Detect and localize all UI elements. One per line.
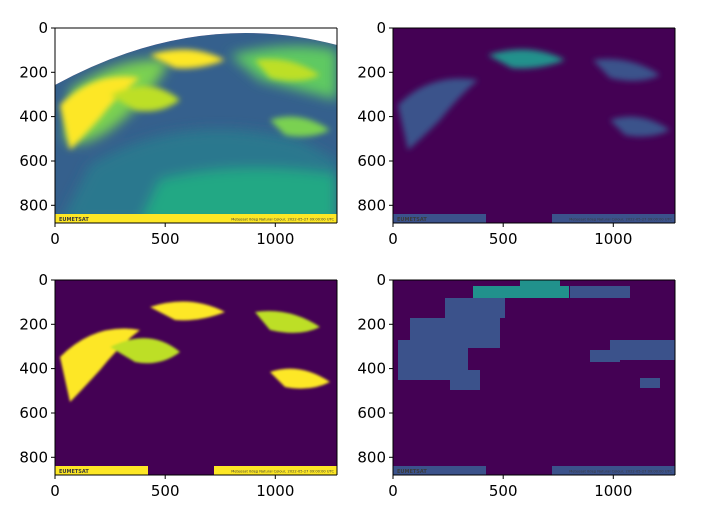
svg-text:600: 600: [357, 404, 386, 422]
heatmap-image-2: [393, 28, 675, 223]
image-banner-1: EUMETSAT Meteosat 0deg Natural Colour, 20…: [59, 217, 334, 223]
svg-text:0: 0: [38, 271, 48, 289]
y-axis-4: 0 200 400 600 800: [357, 271, 394, 475]
image-banner-4: EUMETSAT Meteosat 0deg Natural Colour, 20…: [397, 469, 672, 475]
svg-text:1000: 1000: [256, 230, 294, 248]
banner-left-text: EUMETSAT: [59, 469, 89, 475]
svg-text:200: 200: [357, 63, 386, 81]
svg-text:0: 0: [376, 19, 386, 37]
svg-text:800: 800: [19, 196, 48, 214]
svg-text:500: 500: [489, 482, 518, 500]
satellite-panel-2: 0 200 400 600 800 0 500 1000 EUMETSAT Met…: [357, 19, 676, 248]
svg-text:500: 500: [489, 230, 518, 248]
svg-text:200: 200: [357, 315, 386, 333]
x-axis-3: 0 500 1000: [50, 474, 337, 500]
svg-text:400: 400: [357, 108, 386, 126]
svg-text:0: 0: [376, 271, 386, 289]
y-axis-3: 0 200 400 600 800: [19, 271, 56, 475]
x-axis-1: 0 500 1000: [50, 222, 337, 248]
svg-text:600: 600: [19, 152, 48, 170]
x-axis-4: 0 500 1000: [388, 474, 675, 500]
svg-text:500: 500: [151, 482, 180, 500]
y-axis-2: 0 200 400 600 800: [357, 19, 394, 223]
banner-left-text: EUMETSAT: [59, 217, 89, 223]
svg-text:600: 600: [19, 404, 48, 422]
banner-right-text: Meteosat 0deg Natural Colour, 2022-05-27…: [231, 218, 334, 222]
svg-text:1000: 1000: [594, 230, 632, 248]
svg-text:200: 200: [19, 63, 48, 81]
x-axis-2: 0 500 1000: [388, 222, 675, 248]
svg-text:1000: 1000: [594, 482, 632, 500]
banner-right-text: Meteosat 0deg Natural Colour, 2022-05-27…: [231, 470, 334, 474]
svg-text:400: 400: [19, 360, 48, 378]
satellite-panel-4: 0 200 400 600 800 0 500 1000 EUMETSAT Met…: [357, 271, 676, 500]
y-axis-1: 0 200 400 600 800: [19, 19, 56, 223]
svg-text:1000: 1000: [256, 482, 294, 500]
image-banner-3: EUMETSAT Meteosat 0deg Natural Colour, 20…: [59, 469, 334, 475]
svg-text:200: 200: [19, 315, 48, 333]
svg-text:400: 400: [19, 108, 48, 126]
banner-right-text: Meteosat 0deg Natural Colour, 2022-05-27…: [569, 470, 672, 474]
heatmap-image-4: [393, 280, 675, 475]
svg-text:800: 800: [357, 448, 386, 466]
svg-text:0: 0: [388, 230, 398, 248]
svg-text:400: 400: [357, 360, 386, 378]
svg-text:0: 0: [388, 482, 398, 500]
svg-text:800: 800: [19, 448, 48, 466]
image-banner-2: EUMETSAT Meteosat 0deg Natural Colour, 20…: [397, 217, 672, 223]
banner-left-text: EUMETSAT: [397, 217, 427, 223]
svg-text:600: 600: [357, 152, 386, 170]
svg-text:0: 0: [50, 230, 60, 248]
satellite-panel-3: 0 200 400 600 800 0 500 1000 EUMETSAT Met…: [19, 271, 338, 500]
svg-text:800: 800: [357, 196, 386, 214]
banner-right-text: Meteosat 0deg Natural Colour, 2022-05-27…: [569, 218, 672, 222]
heatmap-image-3: [55, 280, 337, 475]
satellite-panel-1: 0 200 400 600 800 0 500 1000 EUMETSAT Met…: [19, 19, 338, 248]
heatmap-image-1: [55, 28, 337, 223]
svg-text:0: 0: [38, 19, 48, 37]
svg-text:0: 0: [50, 482, 60, 500]
svg-text:500: 500: [151, 230, 180, 248]
banner-left-text: EUMETSAT: [397, 469, 427, 475]
